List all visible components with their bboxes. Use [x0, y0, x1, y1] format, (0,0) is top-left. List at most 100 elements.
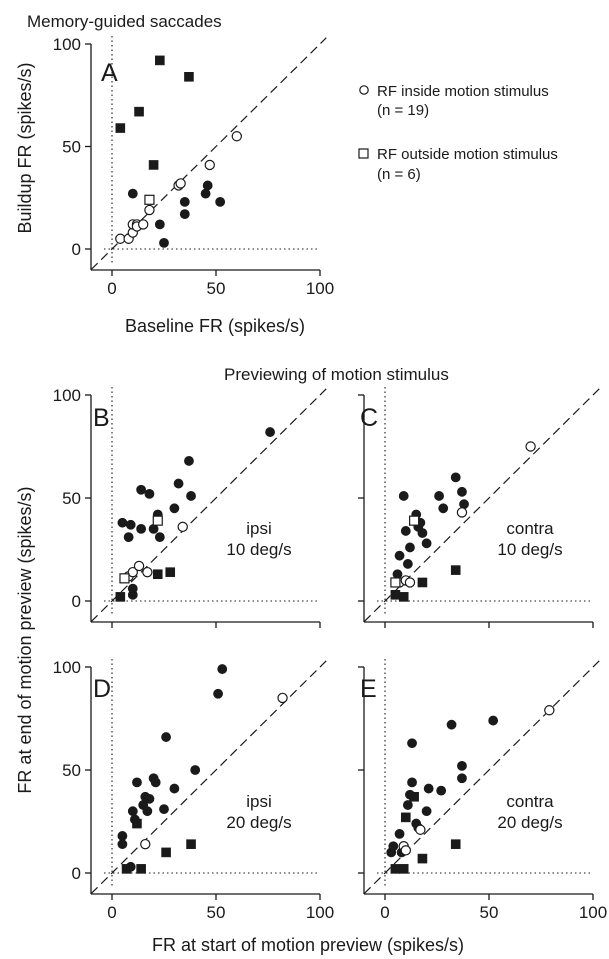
- point-circle-filled: [169, 783, 180, 794]
- unity-line: [90, 388, 327, 623]
- point-circle-filled: [161, 732, 171, 742]
- annotation-speed: 10 deg/s: [226, 540, 291, 559]
- x-tick-label: 50: [207, 279, 226, 298]
- point-circle-filled: [217, 664, 228, 674]
- point-circle-filled: [179, 209, 190, 220]
- x-tick-label: 0: [107, 903, 116, 922]
- point-square-open: [409, 515, 420, 526]
- point-circle-open: [404, 577, 416, 588]
- y-tick-label: 50: [62, 138, 81, 157]
- y-tick-label: 100: [53, 35, 81, 54]
- point-circle-filled: [190, 765, 201, 775]
- point-circle-filled: [173, 478, 184, 489]
- point-circle-filled: [388, 841, 399, 852]
- point-circle-filled: [144, 488, 155, 499]
- point-circle-filled: [407, 738, 417, 749]
- point-circle-filled: [398, 491, 409, 501]
- annotation-direction: contra: [506, 519, 554, 538]
- point-circle-filled: [405, 542, 415, 553]
- point-square-filled: [161, 847, 171, 858]
- y-tick-label: 50: [62, 761, 81, 780]
- point-circle-filled: [215, 196, 226, 207]
- point-square-open: [152, 515, 163, 526]
- point-circle-filled: [144, 793, 155, 804]
- point-circle-open: [204, 159, 215, 171]
- panel-label: D: [93, 675, 111, 703]
- annotation-direction: ipsi: [246, 519, 272, 538]
- annotation-direction: ipsi: [246, 792, 272, 811]
- y-tick-label: 100: [53, 658, 81, 677]
- ylabel-bottom: FR at end of motion preview (spikes/s): [15, 486, 35, 793]
- point-circle-filled: [457, 486, 467, 497]
- point-circle-filled: [438, 503, 449, 514]
- panel-label: B: [93, 404, 110, 432]
- point-circle-open: [525, 441, 536, 452]
- point-circle-filled: [457, 773, 467, 784]
- point-circle-filled: [127, 188, 138, 199]
- title-memory-guided: Memory-guided saccades: [27, 12, 222, 31]
- point-circle-filled: [417, 528, 428, 538]
- x-tick-label: 0: [107, 279, 116, 298]
- point-circle-filled: [159, 804, 169, 815]
- point-circle-filled: [402, 800, 413, 810]
- point-circle-filled: [123, 532, 134, 543]
- point-square-filled: [115, 123, 126, 133]
- x-tick-label: 100: [306, 279, 334, 298]
- point-circle-filled: [407, 777, 417, 788]
- point-circle-filled: [159, 237, 169, 248]
- point-square-filled: [136, 864, 146, 874]
- point-square-filled: [450, 839, 461, 849]
- point-circle-filled: [186, 491, 196, 501]
- unity-line: [90, 660, 327, 895]
- point-square-filled: [115, 592, 126, 602]
- x-tick-label: 100: [306, 903, 334, 922]
- point-circle-filled: [127, 806, 138, 817]
- point-circle-filled: [423, 783, 434, 794]
- point-circle-filled: [154, 219, 165, 230]
- legend-circle-label: RF inside motion stimulus: [377, 83, 549, 100]
- point-square-open: [144, 194, 155, 205]
- point-circle-filled: [421, 538, 432, 549]
- point-circle-filled: [213, 688, 223, 699]
- point-square-filled: [132, 818, 142, 829]
- point-square-filled: [400, 812, 411, 823]
- point-circle-filled: [117, 831, 128, 841]
- point-circle-filled: [200, 188, 211, 199]
- point-square-filled: [450, 565, 461, 575]
- panel-a: 0 50 100 0 50 100 A: [53, 35, 335, 298]
- point-square-filled: [398, 592, 409, 602]
- point-circle-filled: [394, 550, 405, 561]
- y-tick-label: 50: [62, 489, 81, 508]
- point-square-filled: [155, 55, 165, 66]
- xlabel-top: Baseline FR (spikes/s): [125, 316, 305, 336]
- point-square-filled: [184, 72, 194, 82]
- annotation-direction: contra: [506, 792, 554, 811]
- legend: RF inside motion stimulus (n = 19) RF ou…: [358, 83, 558, 183]
- point-square-filled: [390, 864, 401, 874]
- annotation-speed: 20 deg/s: [497, 813, 562, 832]
- point-circle-filled: [127, 583, 138, 594]
- point-square-filled: [165, 567, 176, 577]
- point-circle-open: [415, 824, 426, 835]
- point-circle-filled: [436, 785, 447, 796]
- point-circle-filled: [434, 491, 444, 501]
- point-circle-open: [144, 204, 155, 216]
- point-circle-filled: [179, 196, 190, 207]
- title-previewing: Previewing of motion stimulus: [224, 365, 449, 384]
- point-circle-filled: [394, 828, 405, 839]
- point-square-filled: [186, 839, 196, 849]
- point-circle-filled: [136, 524, 147, 534]
- point-circle-filled: [154, 532, 165, 543]
- point-circle-open: [231, 131, 242, 142]
- point-square-filled: [148, 160, 159, 170]
- point-circle-open: [142, 566, 153, 578]
- point-circle-open: [400, 845, 411, 856]
- point-circle-filled: [421, 806, 432, 817]
- point-circle-open: [140, 838, 151, 850]
- point-square-open: [119, 573, 130, 584]
- point-square-filled: [409, 791, 419, 802]
- point-square-filled: [398, 864, 409, 874]
